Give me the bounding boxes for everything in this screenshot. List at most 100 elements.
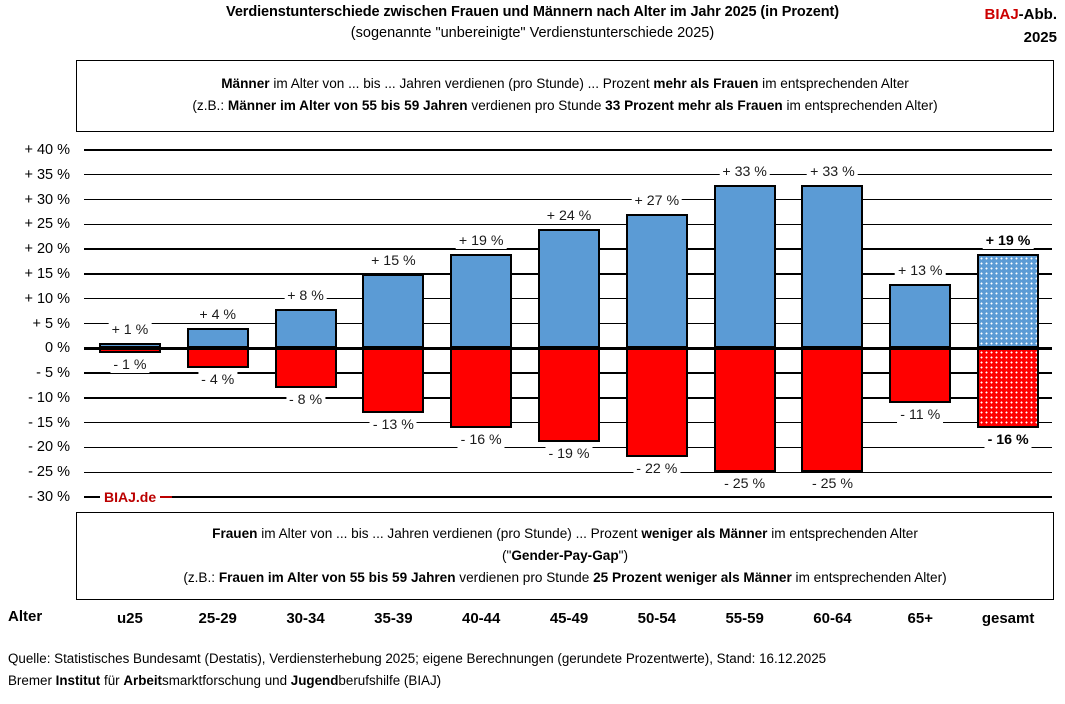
note-bot-l3-b: Frauen im Alter von 55 bis 59 Jahren: [218, 570, 456, 586]
x-tick-label: 25-29: [198, 610, 237, 627]
bar-value-label-positive: + 33 %: [807, 163, 858, 180]
note-top-l2-b: Männer im Alter von 55 bis 59 Jahren: [227, 98, 468, 114]
y-tick-label: 0 %: [45, 340, 70, 357]
chart-plot-area: + 40 % + 35 % + 30 % + 25 % + 20 % + 15 % + 10…: [0, 140, 1065, 510]
bar-negative: [450, 348, 513, 428]
bar-negative: [274, 348, 337, 388]
bar-value-label-negative: - 11 %: [897, 406, 944, 423]
note-bottom-line-1: Frauen im Alter von ... bis ... Jahren v…: [77, 523, 1053, 545]
foot-l2-f: Jugend: [290, 672, 339, 688]
bar-value-label-positive: + 13 %: [894, 262, 946, 279]
bar-value-label-positive: + 19 %: [455, 233, 507, 250]
bar-value-label-positive: + 8 %: [284, 287, 327, 304]
y-tick-label: + 20 %: [24, 241, 70, 258]
x-axis-title: Alter: [8, 608, 43, 625]
x-tick-label: 65+: [907, 610, 933, 627]
y-tick-label: + 30 %: [24, 191, 70, 208]
foot-l2-c: für: [100, 672, 124, 688]
x-tick-label: 45-49: [549, 610, 589, 627]
y-tick-label: - 10 %: [28, 389, 70, 406]
bar-value-label-positive: + 27 %: [631, 193, 683, 210]
bar-negative: [186, 348, 249, 369]
page-title: Verdienstunterschiede zwischen Frauen un…: [226, 4, 839, 20]
note-bottom-line-3: (z.B.: Frauen im Alter von 55 bis 59 Jah…: [77, 567, 1053, 589]
y-tick-label: + 35 %: [24, 166, 70, 183]
note-top-l2-d: 33 Prozent mehr als Frauen: [605, 98, 783, 114]
gridline: [84, 496, 1052, 498]
bar-positive: [538, 229, 600, 349]
y-tick-label: + 5 %: [32, 315, 70, 332]
bar-positive: [625, 214, 688, 349]
bar-value-label-negative: - 25 %: [808, 476, 856, 493]
axis-tick-stub: [160, 322, 172, 325]
note-bot-l3-d: 25 Prozent weniger als Männer: [593, 570, 792, 586]
foot-l2-g: berufshilfe (BIAJ): [338, 672, 442, 688]
y-tick-label: + 10 %: [24, 290, 70, 307]
bar-positive: [713, 184, 776, 349]
page-subtitle: (sogenannte "unbereinigte" Verdienstunte…: [350, 25, 715, 41]
bar-negative: [889, 348, 952, 403]
bar-negative: [713, 348, 776, 473]
y-tick-label: + 40 %: [24, 142, 70, 158]
brand-name: BIAJ: [984, 6, 1019, 23]
bar-series: + 1 % - 1 % + 4 % - 4 % + 8 % - 8 % + 15 % - 13…: [0, 140, 1065, 510]
y-tick-label: - 15 %: [28, 414, 70, 431]
gridline: [84, 149, 1052, 151]
brand-block: BIAJ-Abb. 2025: [984, 4, 1057, 49]
bar-positive: [450, 254, 513, 349]
x-tick-label: 35-39: [374, 610, 413, 627]
foot-l2-e: smarktforschung und: [162, 672, 291, 688]
bar-value-label-negative: - 16 %: [984, 431, 1032, 448]
note-bot-l1-c: weniger als Männer: [641, 526, 768, 541]
y-tick-label: + 25 %: [24, 216, 70, 233]
x-axis-labels: Alter u25 25-29 30-34 35-39 40-44 45-49 50-54 5…: [0, 608, 1065, 638]
bar-negative: [977, 348, 1040, 428]
y-tick-label: - 30 %: [28, 489, 70, 505]
bar-value-label-positive: + 4 %: [196, 307, 240, 324]
bar-value-label-positive: + 24 %: [543, 208, 595, 225]
bar-negative: [625, 348, 688, 458]
y-axis-labels: + 40 % + 35 % + 30 % + 25 % + 20 % + 15 % + 10…: [0, 140, 74, 510]
gridline: [84, 223, 1052, 226]
note-top-l1-a: Männer: [221, 76, 270, 91]
brand-year: 2025: [1023, 28, 1057, 46]
bar-value-label-negative: - 13 %: [369, 416, 417, 433]
note-top-l1-d: im entsprechenden Alter: [758, 76, 909, 91]
bar-positive: [889, 283, 952, 349]
note-bot-l1-b: im Alter von ... bis ... Jahren verdiene…: [257, 526, 642, 541]
y-tick-label: - 20 %: [28, 439, 70, 456]
x-tick-label: 55-59: [725, 610, 764, 627]
bar-positive: [98, 343, 161, 349]
x-tick-label: gesamt: [981, 610, 1035, 627]
bar-positive: [977, 254, 1040, 349]
note-top-line-1: Männer im Alter von ... bis ... Jahren v…: [77, 73, 1053, 95]
foot-l2-b: Institut: [55, 672, 101, 688]
bar-positive: [801, 184, 864, 349]
bar-positive: [274, 308, 337, 349]
note-bot-l2-c: "): [618, 548, 628, 564]
bar-value-label-positive: + 1 %: [108, 322, 152, 339]
note-top-l2-c: verdienen pro Stunde: [467, 98, 606, 114]
footer: Quelle: Statistisches Bundesamt (Destati…: [8, 648, 1058, 691]
bar-value-label-negative: - 19 %: [545, 446, 593, 463]
bar-value-label-negative: - 16 %: [457, 431, 505, 448]
note-top-l1-b: im Alter von ... bis ... Jahren verdiene…: [269, 76, 654, 91]
note-bot-l3-c: verdienen pro Stunde: [455, 570, 594, 586]
note-top-l2-a: (z.B.:: [192, 98, 228, 114]
brand-suffix: -Abb.: [1018, 6, 1057, 23]
bar-value-label-negative: - 25 %: [721, 476, 769, 493]
bar-negative: [98, 348, 161, 354]
axis-tick-stub: [160, 372, 172, 374]
bar-negative: [801, 348, 864, 473]
bar-negative: [538, 348, 600, 443]
chart-header: Verdienstunterschiede zwischen Frauen un…: [0, 4, 1065, 41]
y-tick-label: + 15 %: [24, 265, 70, 282]
footer-institute: Bremer Institut für Arbeitsmarktforschun…: [8, 670, 1058, 692]
note-top-l2-e: im entsprechenden Alter): [782, 98, 938, 114]
x-tick-label: 40-44: [461, 610, 501, 627]
gridline: [84, 174, 1052, 176]
y-tick-label: - 5 %: [36, 365, 70, 382]
bar-value-label-negative: - 8 %: [285, 391, 326, 408]
bar-value-label-negative: - 1 %: [110, 357, 150, 374]
note-top-l1-c: mehr als Frauen: [653, 76, 759, 91]
